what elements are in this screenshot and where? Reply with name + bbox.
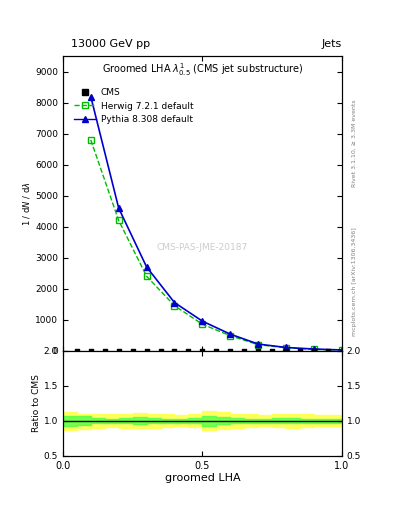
Point — [311, 347, 317, 355]
Point — [283, 347, 289, 355]
Text: 13000 GeV pp: 13000 GeV pp — [71, 38, 150, 49]
Text: CMS-PAS-JME-20187: CMS-PAS-JME-20187 — [157, 243, 248, 252]
Text: Rivet 3.1.10, ≥ 3.3M events: Rivet 3.1.10, ≥ 3.3M events — [352, 99, 357, 187]
Point — [227, 347, 233, 355]
Point — [116, 347, 122, 355]
Text: Groomed LHA $\lambda^{1}_{0.5}$ (CMS jet substructure): Groomed LHA $\lambda^{1}_{0.5}$ (CMS jet… — [102, 61, 303, 77]
Point — [297, 347, 303, 355]
Text: Jets: Jets — [321, 38, 342, 49]
Point — [213, 347, 220, 355]
Legend: CMS, Herwig 7.2.1 default, Pythia 8.308 default: CMS, Herwig 7.2.1 default, Pythia 8.308 … — [70, 84, 197, 127]
Point — [101, 347, 108, 355]
Y-axis label: $\mathrm{1}$ / $\mathrm{d}N$ / $\mathrm{d}\lambda$: $\mathrm{1}$ / $\mathrm{d}N$ / $\mathrm{… — [21, 181, 32, 226]
Point — [269, 347, 275, 355]
X-axis label: groomed LHA: groomed LHA — [165, 473, 240, 483]
Text: mcplots.cern.ch [arXiv:1306.3436]: mcplots.cern.ch [arXiv:1306.3436] — [352, 227, 357, 336]
Point — [255, 347, 261, 355]
Point — [74, 347, 80, 355]
Point — [325, 347, 331, 355]
Point — [185, 347, 192, 355]
Point — [241, 347, 248, 355]
Point — [88, 347, 94, 355]
Point — [171, 347, 178, 355]
Point — [130, 347, 136, 355]
Point — [143, 347, 150, 355]
Point — [199, 347, 206, 355]
Y-axis label: Ratio to CMS: Ratio to CMS — [32, 374, 41, 432]
Point — [157, 347, 164, 355]
